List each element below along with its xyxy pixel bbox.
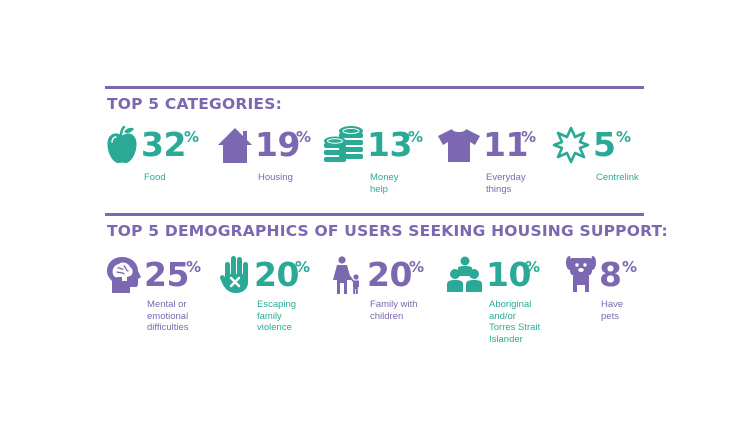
stat-label-line-2: help bbox=[370, 183, 388, 195]
stop-hand-icon bbox=[220, 256, 248, 293]
stat-label-line-3: Torres Strait bbox=[489, 322, 541, 333]
percent-sign: % bbox=[616, 128, 632, 146]
stat-value: 10 bbox=[486, 255, 531, 294]
demographics-title: TOP 5 DEMOGRAPHICS OF USERS SEEKING HOUS… bbox=[107, 222, 668, 240]
stat-label: Centrelink bbox=[596, 172, 639, 183]
people-group-icon bbox=[447, 256, 482, 292]
dog-icon bbox=[566, 256, 596, 292]
stat-label-line-1: Everyday bbox=[486, 172, 526, 183]
percent-sign: % bbox=[521, 128, 537, 146]
tshirt-icon bbox=[438, 129, 480, 162]
stat-label-line-3: violence bbox=[257, 322, 292, 333]
stat-label-line-1: Family with bbox=[370, 299, 418, 310]
house-icon bbox=[218, 128, 252, 163]
percent-sign: % bbox=[295, 258, 311, 276]
percent-sign: % bbox=[409, 258, 425, 276]
top-divider-demographics bbox=[105, 213, 644, 216]
stat-label-line-2: children bbox=[370, 310, 404, 322]
percent-sign: % bbox=[622, 258, 638, 276]
parent-child-icon bbox=[333, 256, 359, 294]
stat-value: 25 bbox=[144, 255, 189, 294]
stat-label-line-2: emotional bbox=[147, 310, 189, 322]
stat-label: Food bbox=[144, 172, 166, 183]
centrelink-star-icon bbox=[552, 126, 590, 164]
stat-value: 13 bbox=[367, 125, 412, 164]
stat-value: 11 bbox=[483, 125, 528, 164]
stat-label: Housing bbox=[258, 172, 293, 183]
stat-label-line-1: Have bbox=[601, 299, 624, 310]
percent-sign: % bbox=[296, 128, 312, 146]
stat-label-line-4: Islander bbox=[489, 333, 523, 345]
stat-label-line-1: Escaping bbox=[257, 299, 297, 310]
stat-label-line-2: family bbox=[257, 310, 282, 322]
stat-value: 20 bbox=[367, 255, 412, 294]
coins-icon bbox=[324, 126, 363, 162]
stat-label-line-2: and/or bbox=[489, 310, 516, 322]
stat-label-line-2: pets bbox=[601, 310, 619, 322]
apple-icon bbox=[107, 126, 137, 164]
stat-value: 32 bbox=[141, 125, 186, 164]
stat-value: 19 bbox=[255, 125, 300, 164]
stat-label-line-3: difficulties bbox=[147, 322, 189, 333]
stat-label-line-1: Aboriginal bbox=[489, 299, 532, 310]
percent-sign: % bbox=[184, 128, 200, 146]
percent-sign: % bbox=[408, 128, 424, 146]
percent-sign: % bbox=[525, 258, 541, 276]
stat-label-line-1: Money bbox=[370, 172, 399, 183]
percent-sign: % bbox=[186, 258, 202, 276]
stat-label-line-1: Mental or bbox=[147, 299, 187, 310]
stat-label-line-2: things bbox=[486, 183, 512, 195]
stat-value: 8 bbox=[599, 255, 622, 294]
stat-value: 5 bbox=[593, 125, 616, 164]
head-brain-icon bbox=[107, 257, 141, 293]
top-divider-categories bbox=[105, 86, 644, 89]
stat-value: 20 bbox=[254, 255, 299, 294]
categories-title: TOP 5 CATEGORIES: bbox=[107, 95, 282, 113]
